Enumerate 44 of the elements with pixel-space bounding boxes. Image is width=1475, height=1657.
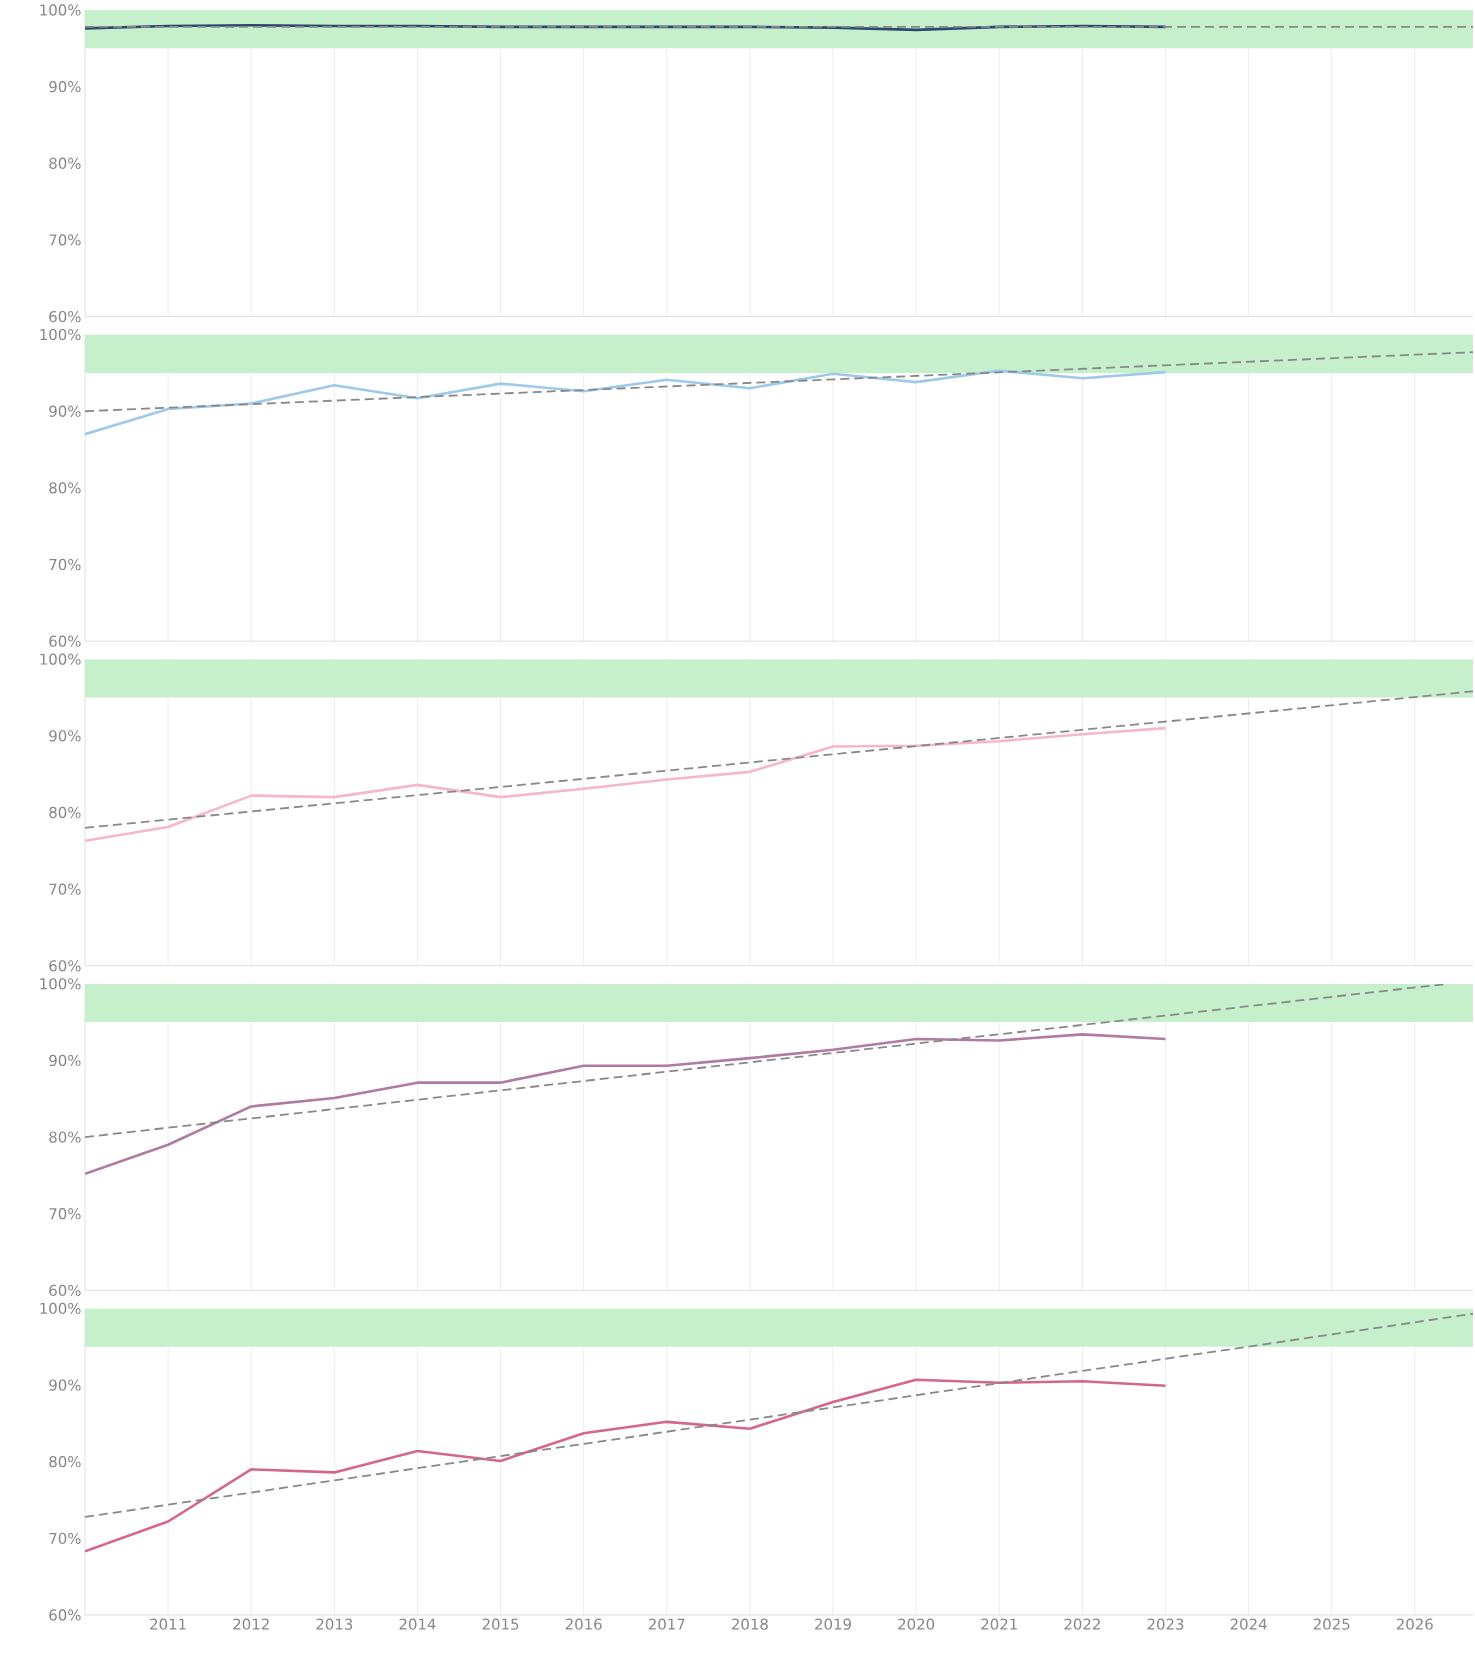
- y-tick-label: 80%: [49, 482, 81, 494]
- line-series: [85, 1378, 1167, 1553]
- x-tick-label: 2020: [898, 1618, 935, 1630]
- y-tick-label: 70%: [49, 558, 81, 571]
- x-tick-label: 2014: [399, 1618, 436, 1630]
- y-tick-label: 60%: [49, 960, 81, 972]
- y-tick-label: 100%: [40, 978, 81, 990]
- line-series: [85, 1033, 1167, 1176]
- y-tick-label: 90%: [49, 1054, 81, 1067]
- x-tick-label: 2012: [233, 1618, 269, 1630]
- x-tick-label: 2019: [815, 1618, 851, 1630]
- x-tick-label: 2022: [1064, 1618, 1100, 1630]
- y-tick-label: 80%: [49, 157, 81, 169]
- x-tick-label: 2016: [565, 1618, 602, 1630]
- y-tick-label: 90%: [49, 730, 81, 742]
- line-series: [85, 726, 1167, 843]
- y-tick-label: 90%: [49, 405, 81, 417]
- x-tick-label: 2015: [482, 1618, 519, 1630]
- x-tick-label: 2026: [1396, 1618, 1433, 1630]
- x-tick-label: 2013: [316, 1618, 353, 1630]
- y-tick-label: 100%: [40, 1302, 81, 1315]
- x-tick-label: 2018: [731, 1618, 768, 1630]
- y-tick-label: 90%: [49, 80, 81, 93]
- x-tick-label: 2024: [1230, 1618, 1267, 1630]
- y-tick-label: 80%: [49, 1131, 81, 1143]
- y-tick-label: 100%: [40, 328, 81, 341]
- y-tick-label: 80%: [49, 1456, 81, 1468]
- x-tick-label: 2011: [150, 1618, 186, 1630]
- y-tick-label: 60%: [49, 1609, 81, 1621]
- y-tick-label: 70%: [49, 883, 81, 895]
- y-tick-label: 80%: [49, 806, 81, 819]
- x-tick-label: 2023: [1147, 1618, 1184, 1630]
- y-tick-label: 70%: [49, 1532, 81, 1544]
- y-tick-label: 60%: [49, 635, 81, 647]
- y-tick-label: 100%: [40, 4, 81, 16]
- y-tick-label: 60%: [49, 1284, 81, 1297]
- x-tick-label: 2025: [1313, 1618, 1350, 1630]
- x-tick-label: 2021: [981, 1618, 1017, 1630]
- y-tick-label: 90%: [49, 1379, 81, 1391]
- y-tick-label: 100%: [40, 653, 81, 665]
- x-tick-label: 2017: [648, 1618, 685, 1630]
- y-tick-label: 60%: [49, 310, 81, 323]
- y-tick-label: 70%: [49, 234, 81, 246]
- y-tick-label: 70%: [49, 1208, 81, 1220]
